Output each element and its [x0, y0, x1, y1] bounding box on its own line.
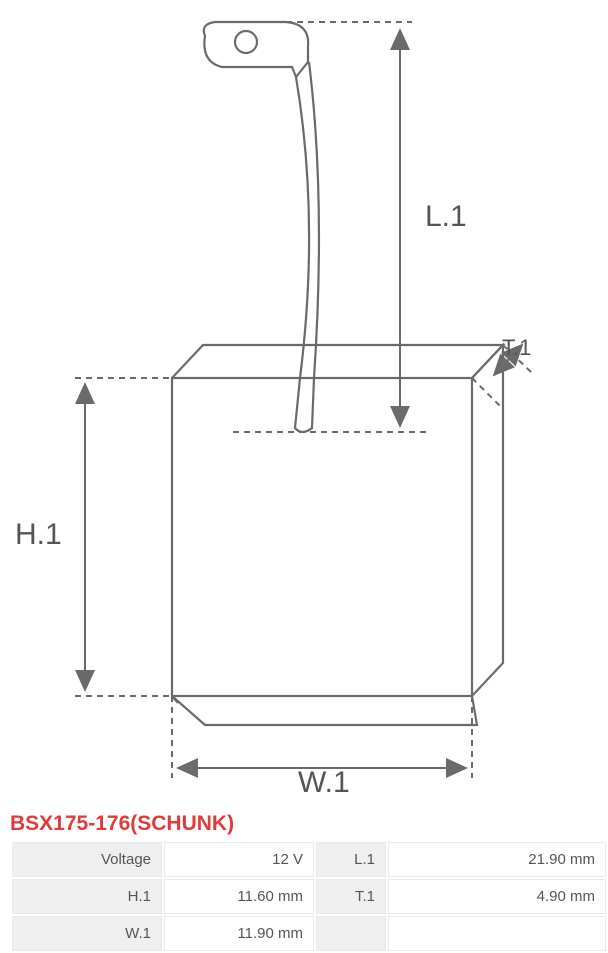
table-row: Voltage 12 V L.1 21.90 mm [12, 842, 606, 877]
spec-value: 11.60 mm [164, 879, 314, 914]
spec-key: L.1 [316, 842, 386, 877]
dimension-diagram: L.1 T.1 H.1 W.1 [0, 0, 608, 808]
label-t1: T.1 [502, 335, 531, 361]
table-row: H.1 11.60 mm T.1 4.90 mm [12, 879, 606, 914]
spec-key: Voltage [12, 842, 162, 877]
spec-value [388, 916, 606, 951]
label-h1: H.1 [15, 518, 62, 552]
label-w1: W.1 [298, 766, 350, 800]
spec-table: Voltage 12 V L.1 21.90 mm H.1 11.60 mm T… [10, 840, 608, 953]
diagram-svg [0, 0, 608, 808]
spec-value: 12 V [164, 842, 314, 877]
spec-value: 11.90 mm [164, 916, 314, 951]
spec-tbody: Voltage 12 V L.1 21.90 mm H.1 11.60 mm T… [12, 842, 606, 951]
spec-key: H.1 [12, 879, 162, 914]
part-title: BSX175-176(SCHUNK) [0, 808, 608, 840]
spec-key: T.1 [316, 879, 386, 914]
spec-key: W.1 [12, 916, 162, 951]
table-row: W.1 11.90 mm [12, 916, 606, 951]
spec-value: 4.90 mm [388, 879, 606, 914]
spec-key [316, 916, 386, 951]
label-l1: L.1 [425, 200, 467, 234]
spec-value: 21.90 mm [388, 842, 606, 877]
